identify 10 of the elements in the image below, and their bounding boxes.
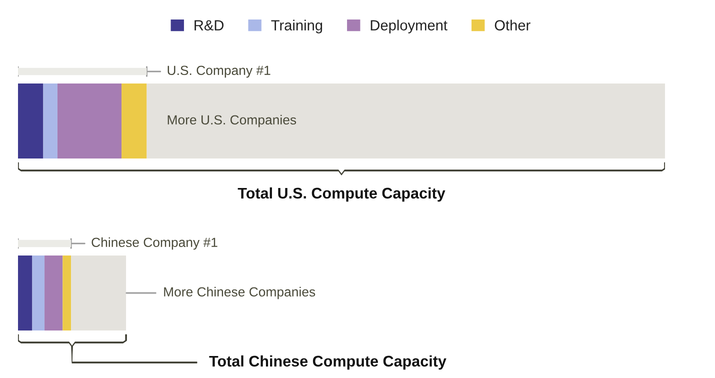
annotation: Total Chinese Compute Capacity	[209, 355, 446, 370]
annotation: More Chinese Companies	[164, 286, 316, 300]
legend-label: Other	[494, 20, 530, 30]
annotation: U.S. Company #1	[168, 66, 270, 78]
legend-label: Training	[271, 20, 322, 34]
annotation: Chinese Company #1	[92, 237, 218, 250]
legend-label: Deployment	[370, 20, 448, 34]
legend-label: R&D	[194, 20, 224, 30]
annotation: More U.S. Companies	[168, 114, 296, 128]
annotation: Total U.S. Compute Capacity	[238, 187, 446, 202]
